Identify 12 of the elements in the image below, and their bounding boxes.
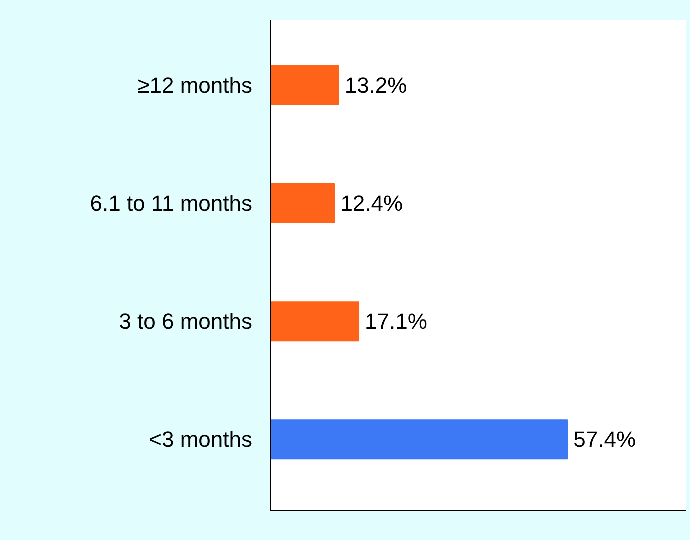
bar [270, 302, 360, 342]
bar [270, 65, 340, 106]
data-label: 13.2% [344, 72, 408, 98]
y-tick-label: 3 to 6 months [119, 309, 253, 334]
data-label: 57.4% [574, 427, 636, 452]
bar [270, 420, 568, 460]
y-tick-label: ≥12 months [138, 72, 253, 98]
y-tick-label: 6.1 to 11 months [90, 191, 252, 216]
data-label: 12.4% [340, 191, 404, 216]
data-label: 17.1% [365, 309, 428, 334]
bar [270, 184, 336, 224]
y-tick-label: <3 months [149, 427, 253, 452]
